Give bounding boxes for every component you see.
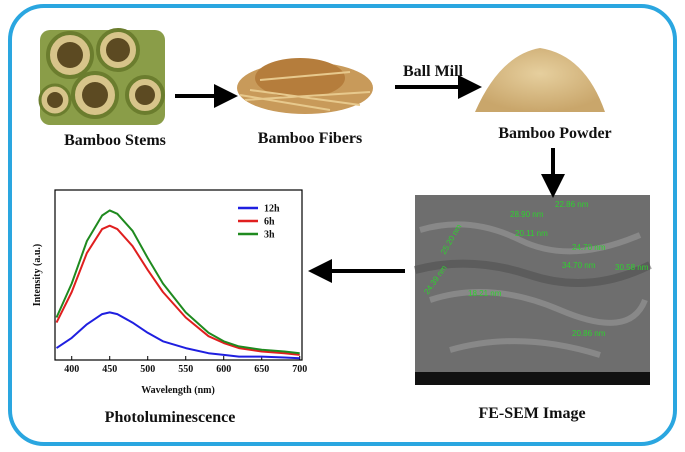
legend-label: 3h xyxy=(264,230,275,241)
series-line xyxy=(55,224,300,356)
sem-image xyxy=(413,195,652,385)
pl-label: Photoluminescence xyxy=(105,409,236,426)
plot-frame xyxy=(54,189,303,361)
sem-measurement: 24.70 nm xyxy=(572,243,606,252)
sem-measurement: 22.86 nm xyxy=(555,200,589,209)
x-tick-label: 650 xyxy=(254,364,269,375)
pl-chart: Wavelength (nm) Intensity (a.u.) 400 450 5… xyxy=(32,189,307,396)
x-tick-label: 400 xyxy=(64,364,79,375)
arrows xyxy=(175,75,565,283)
sem-measurement: 20.86 nm xyxy=(572,329,606,338)
bamboo-fibers-image xyxy=(237,58,373,114)
y-axis-label: Intensity (a.u.) xyxy=(32,244,43,307)
sem-measurement: 18.21 nm xyxy=(468,289,502,298)
legend-label: 6h xyxy=(264,217,275,228)
ball-mill-label: Ball Mill xyxy=(403,63,464,80)
stems-label: Bamboo Stems xyxy=(64,132,166,149)
sem-label: FE-SEM Image xyxy=(478,405,585,422)
sem-measurement: 34.70 nm xyxy=(562,261,596,270)
sem-measurement: 30.58 nm xyxy=(615,263,649,272)
fibers-label: Bamboo Fibers xyxy=(258,130,362,147)
series-line xyxy=(55,209,300,355)
x-tick-label: 600 xyxy=(216,364,231,375)
x-tick-label: 500 xyxy=(140,364,155,375)
sem-measurement: 20.11 nm xyxy=(515,229,548,238)
legend-label: 12h xyxy=(264,204,280,215)
x-tick-label: 450 xyxy=(102,364,117,375)
sem-measurement: 28.90 nm xyxy=(510,210,544,219)
bamboo-stems-image xyxy=(38,28,165,125)
x-tick-label: 550 xyxy=(178,364,193,375)
powder-label: Bamboo Powder xyxy=(498,125,611,142)
x-axis-label: Wavelength (nm) xyxy=(141,385,215,396)
bamboo-powder-image xyxy=(475,48,605,112)
series-line xyxy=(55,311,300,360)
x-tick-label: 700 xyxy=(292,364,307,375)
